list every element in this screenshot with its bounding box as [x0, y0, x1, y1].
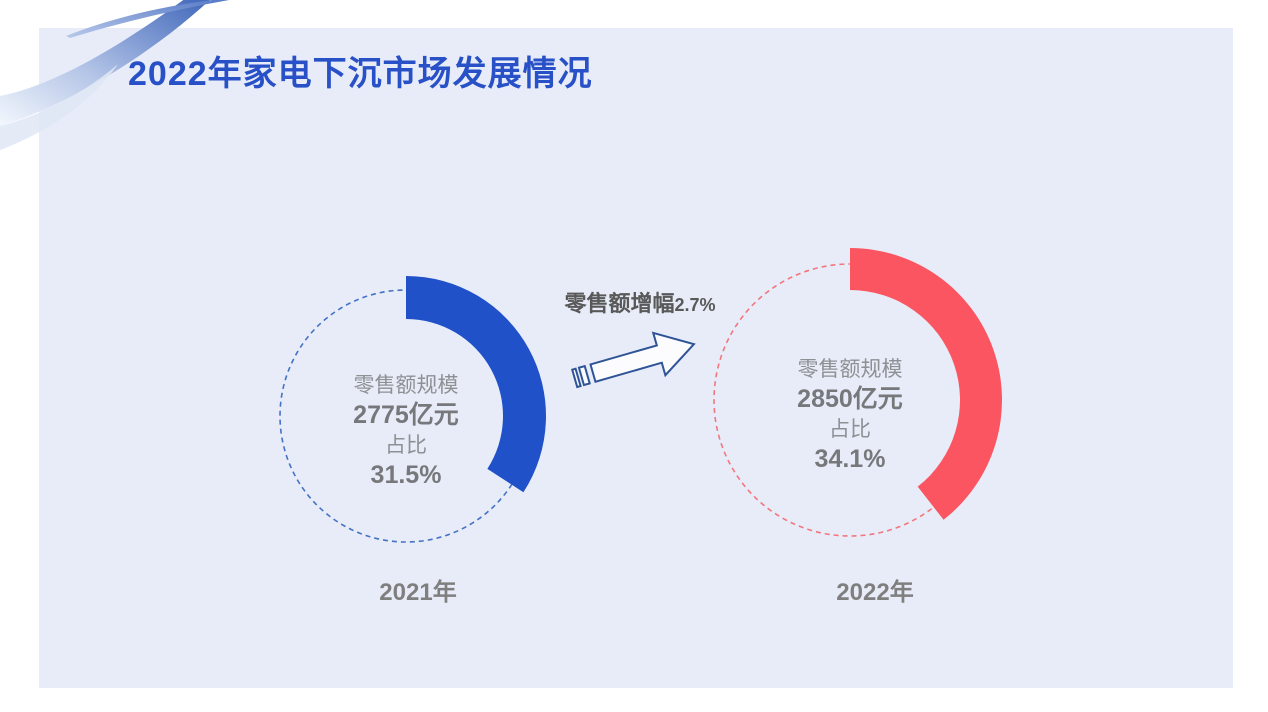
growth-arrow-icon: [570, 331, 696, 389]
share-value: 34.1%: [814, 445, 886, 473]
metric-value: 2775亿元: [353, 401, 459, 429]
donut-2021-center-text: 零售额规模 2775亿元 占比 31.5%: [246, 256, 566, 576]
donut-2022-center-text: 零售额规模 2850亿元 占比 34.1%: [690, 240, 1010, 560]
share-value: 31.5%: [370, 461, 442, 489]
growth-value: 2.7%: [674, 295, 716, 315]
share-label: 占比: [385, 434, 427, 457]
share-label: 占比: [829, 418, 871, 441]
year-label-2021: 2021年: [379, 579, 457, 606]
donut-2021-arc: [279, 276, 546, 543]
year-label-2022: 2022年: [836, 579, 914, 606]
growth-annotation: 零售额增幅2.7%: [515, 286, 765, 318]
donut-2021: 零售额规模 2775亿元 占比 31.5%: [246, 256, 566, 576]
donut-2022: 零售额规模 2850亿元 占比 34.1%: [690, 240, 1010, 560]
metric-value: 2850亿元: [797, 385, 903, 413]
metric-label: 零售额规模: [353, 374, 459, 397]
page-title: 2022年家电下沉市场发展情况: [128, 55, 593, 93]
donut-2022-arc: [713, 248, 1003, 537]
growth-label: 零售额增幅: [564, 291, 675, 316]
metric-label: 零售额规模: [797, 358, 903, 381]
